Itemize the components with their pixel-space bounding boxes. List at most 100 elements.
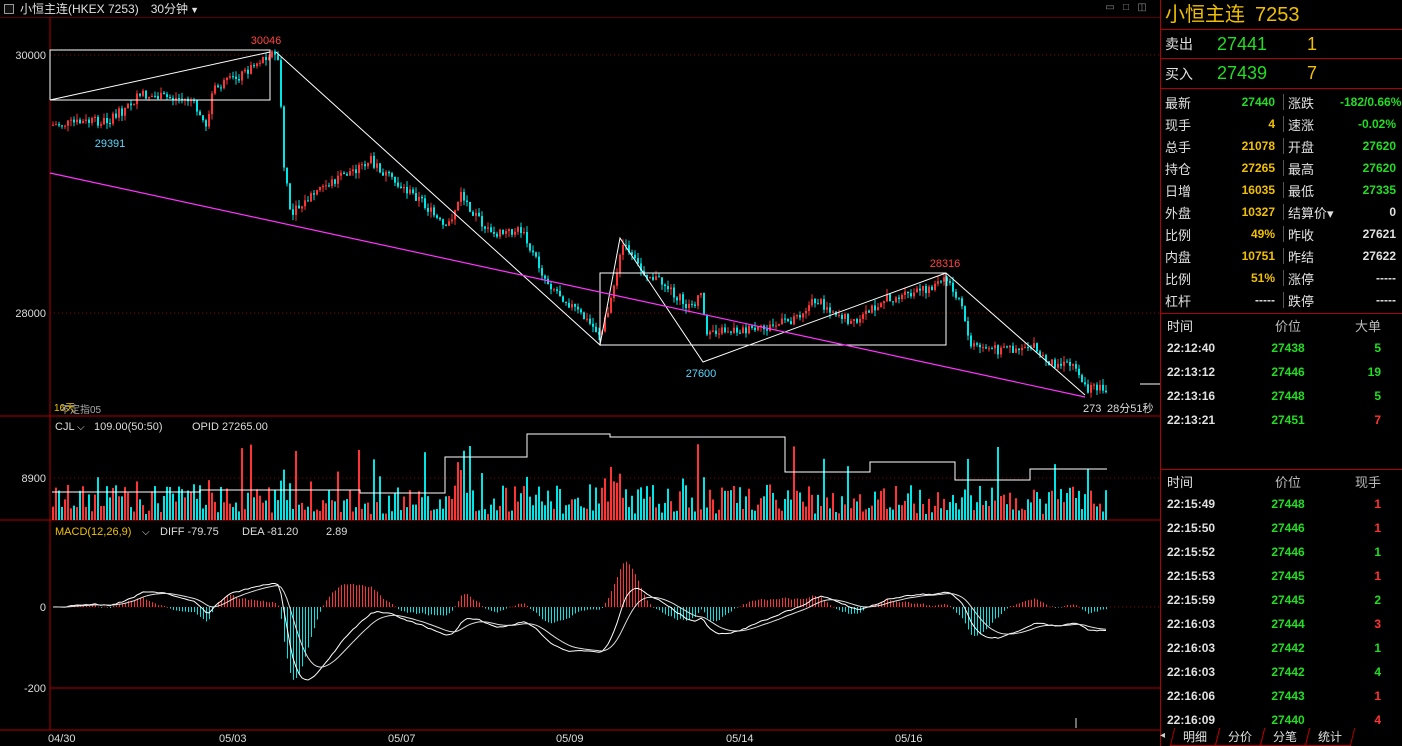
macd-bar — [767, 600, 768, 607]
table-row[interactable]: 22:13:12 27446 19 — [1161, 360, 1402, 384]
macd-bar — [1004, 607, 1005, 611]
candle-body — [1105, 390, 1107, 393]
table-row[interactable]: 22:16:09 27440 4 — [1161, 708, 1402, 732]
volume-bar — [1060, 489, 1062, 520]
instrument-code: 7253 — [1255, 4, 1300, 26]
macd-bar — [998, 607, 999, 618]
volume-bar — [934, 505, 936, 520]
volume-bar — [1093, 503, 1095, 520]
candle-body — [856, 319, 858, 323]
table-row[interactable]: 22:15:59 27445 2 — [1161, 588, 1402, 612]
macd-bar — [155, 603, 156, 607]
macd-bar — [383, 598, 384, 607]
table-row[interactable]: 22:16:03 27444 3 — [1161, 612, 1402, 636]
candle-body — [298, 205, 300, 209]
volume-bar — [472, 490, 474, 520]
candle-body — [652, 276, 654, 280]
candle-body — [112, 113, 114, 124]
volume-bar — [1096, 506, 1098, 520]
tab-detail[interactable]: 明细 — [1169, 728, 1221, 746]
macd-bar — [113, 605, 114, 607]
candle-body — [520, 227, 522, 234]
macd-bar — [1106, 607, 1107, 610]
tab-price-dist[interactable]: 分价 — [1214, 728, 1266, 746]
col-time: 时间 — [1167, 318, 1194, 334]
volume-bar — [1057, 499, 1059, 520]
volume-bar — [130, 507, 132, 520]
macd-bar — [755, 600, 756, 607]
volume-bar — [145, 513, 147, 520]
macd-bar — [749, 601, 750, 607]
volume-bar — [121, 496, 123, 520]
maximize-icon[interactable]: □ — [1122, 2, 1130, 13]
candle-body — [898, 297, 900, 300]
macd-bar — [131, 600, 132, 607]
candle-body — [502, 229, 504, 234]
volume-bar — [637, 489, 639, 520]
volume-bar — [580, 506, 582, 520]
table-row[interactable]: 22:16:03 27442 4 — [1161, 660, 1402, 684]
cjl-name[interactable]: CJL — [55, 421, 75, 433]
volume-bar — [679, 491, 681, 520]
macd-bar — [317, 607, 318, 620]
kline-chart[interactable]: 30000 28000 8900 0 -200 04/30 05/03 05/0… — [0, 0, 1160, 746]
table-row[interactable]: 22:16:03 27442 1 — [1161, 636, 1402, 660]
macd-bar — [1013, 605, 1014, 607]
row-time: 22:12:40 — [1167, 341, 1216, 355]
volume-bar — [289, 483, 291, 520]
cjl-dropdown-icon[interactable]: ⌵ — [77, 422, 85, 433]
table-row[interactable]: 22:15:53 27445 1 — [1161, 564, 1402, 588]
macd-bar — [485, 607, 486, 609]
table-row[interactable]: 22:13:21 27451 7 — [1161, 408, 1402, 432]
macd-bar — [449, 607, 450, 614]
macd-bar — [692, 607, 693, 619]
candle-body — [463, 191, 465, 201]
tab-statistics[interactable]: 统计 — [1304, 728, 1356, 746]
candle-body — [358, 164, 360, 174]
minimize-icon[interactable]: ▭ — [1105, 2, 1115, 13]
period-selector[interactable]: 30分钟 ▼ — [151, 0, 199, 17]
stat-row: 比例 49% 昨收 27621 — [1161, 223, 1402, 245]
macd-bar — [245, 598, 246, 607]
macd-bar — [362, 585, 363, 607]
macd-bar — [404, 607, 405, 612]
volume-bar — [898, 504, 900, 520]
label-right-high: 28316 — [930, 258, 961, 270]
row-price: 27442 — [1271, 641, 1305, 655]
stat-value-2: 27620 — [1362, 161, 1396, 175]
candle-body — [1102, 384, 1104, 391]
macd-name[interactable]: MACD(12,26,9) — [55, 526, 131, 538]
period-dropdown-icon: ▼ — [190, 5, 199, 15]
table-row[interactable]: 22:13:16 27448 5 — [1161, 384, 1402, 408]
table-row[interactable]: 22:15:49 27448 1 — [1161, 492, 1402, 516]
macd-bar — [266, 601, 267, 607]
volume-bar — [229, 503, 231, 520]
table-row[interactable]: 22:12:40 27438 5 — [1161, 336, 1402, 360]
volume-bar — [661, 512, 663, 520]
macd-bar — [329, 596, 330, 607]
candle-body — [550, 284, 552, 290]
tab-ticks[interactable]: 分笔 — [1259, 728, 1311, 746]
volume-bar — [544, 505, 546, 520]
stat-label-2: 最高 — [1288, 161, 1315, 177]
stat-divider — [1283, 182, 1284, 198]
table-row[interactable]: 22:16:06 27443 1 — [1161, 684, 1402, 708]
title-checkbox[interactable] — [4, 3, 14, 14]
bid-row[interactable]: 买入 27439 7 — [1161, 59, 1402, 88]
tab-scroll-icon[interactable]: ◂ — [1160, 730, 1166, 741]
table-row[interactable]: 22:15:52 27446 1 — [1161, 540, 1402, 564]
volume-bar — [334, 501, 336, 520]
candle-body — [139, 93, 141, 96]
macd-diff-line — [52, 583, 1107, 681]
ask-row[interactable]: 卖出 27441 1 — [1161, 30, 1402, 59]
row-time: 22:16:03 — [1167, 617, 1216, 631]
macd-dropdown-icon[interactable]: ⌵ — [142, 527, 150, 538]
macd-bar — [704, 607, 705, 613]
table-row[interactable]: 22:15:50 27446 1 — [1161, 516, 1402, 540]
macd-bar — [926, 605, 927, 607]
row-price: 27445 — [1271, 593, 1305, 607]
candle-body — [988, 348, 990, 350]
candle-body — [427, 207, 429, 212]
restore-icon[interactable]: ◫ — [1137, 2, 1147, 13]
macd-bar — [101, 607, 102, 608]
